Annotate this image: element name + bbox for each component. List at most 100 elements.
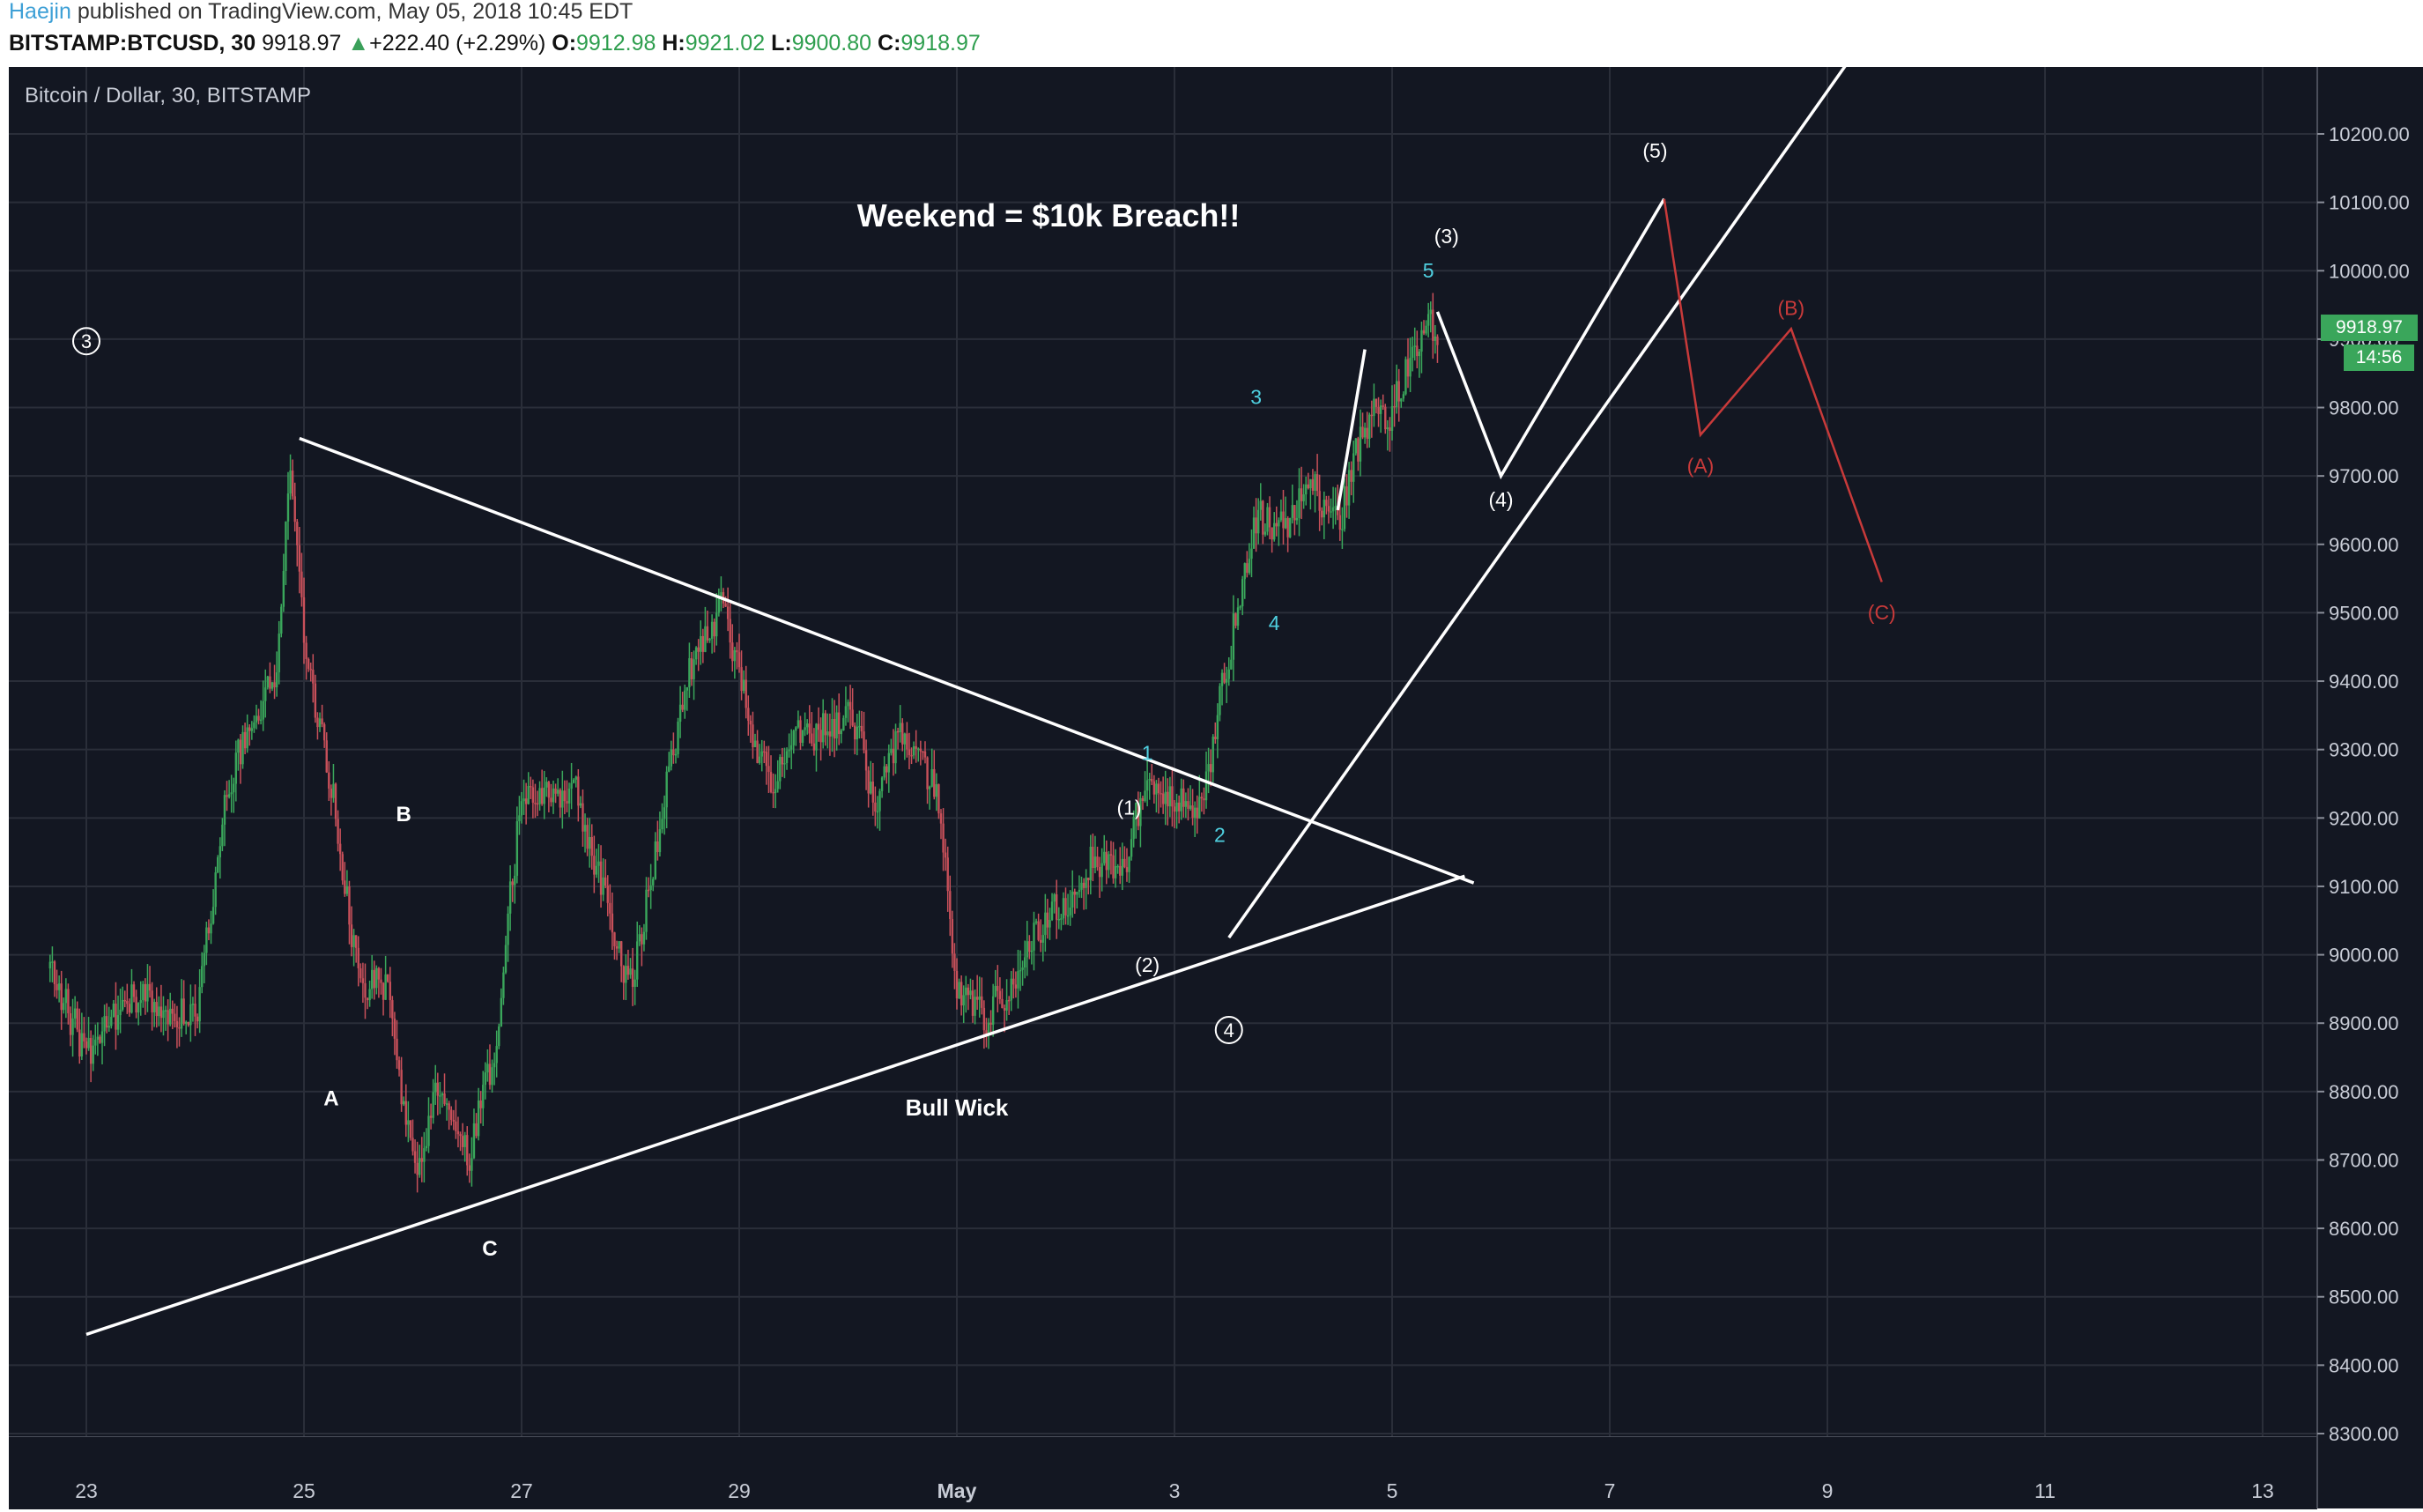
candle-body bbox=[89, 1037, 93, 1064]
candle-body bbox=[942, 823, 945, 853]
y-tick-label: 9500.00 bbox=[2329, 602, 2399, 624]
candle-body bbox=[740, 667, 743, 692]
candle-body bbox=[1141, 797, 1145, 801]
candle-body bbox=[1230, 659, 1233, 670]
author-link[interactable]: Haejin bbox=[9, 0, 71, 24]
candle-body bbox=[1145, 780, 1149, 791]
candle-body bbox=[1100, 863, 1103, 878]
publish-text: published on TradingView.com, May 05, 20… bbox=[70, 0, 634, 24]
candle-body bbox=[1167, 791, 1169, 807]
candle-body bbox=[1425, 325, 1427, 334]
candle-body bbox=[779, 757, 782, 782]
candle-body bbox=[997, 985, 999, 991]
candle-body bbox=[266, 676, 270, 688]
candle-body bbox=[508, 881, 512, 914]
candle-body bbox=[1005, 999, 1008, 1011]
candle-body bbox=[493, 1063, 496, 1068]
candle-body bbox=[1279, 511, 1283, 521]
candle-body bbox=[1278, 520, 1280, 527]
open-label: O: bbox=[552, 31, 577, 56]
candle-body bbox=[495, 1046, 498, 1064]
candle-body bbox=[1314, 474, 1316, 492]
candle-body bbox=[860, 725, 863, 732]
candle-body bbox=[241, 731, 244, 765]
candle-body bbox=[1330, 511, 1332, 513]
candle-body bbox=[1050, 901, 1054, 921]
candle-body bbox=[1191, 805, 1194, 819]
candle-body bbox=[629, 968, 632, 975]
circle-marker bbox=[72, 327, 100, 356]
candle-body bbox=[801, 730, 804, 744]
candle-body bbox=[1041, 935, 1044, 943]
candle-body bbox=[1315, 474, 1319, 492]
candle-body bbox=[815, 723, 818, 751]
candle-body bbox=[191, 1004, 195, 1005]
chart-grid bbox=[9, 67, 2318, 1508]
candle-body bbox=[60, 983, 63, 1011]
candle-body bbox=[1108, 854, 1110, 871]
candle-body bbox=[661, 819, 663, 830]
candle-body bbox=[171, 1008, 174, 1014]
y-tick-label: 9700.00 bbox=[2329, 465, 2399, 487]
candle-body bbox=[1404, 359, 1407, 395]
candle-body bbox=[164, 1010, 167, 1012]
candle-body bbox=[677, 722, 679, 754]
candle-body bbox=[182, 998, 185, 1024]
candle-body bbox=[663, 807, 666, 819]
candle-body bbox=[912, 745, 915, 756]
low-label: L: bbox=[771, 31, 792, 56]
candle-body bbox=[613, 932, 616, 946]
candle-body bbox=[885, 766, 888, 773]
publish-header: Haejin published on TradingView.com, May… bbox=[0, 0, 2423, 67]
candle-body bbox=[967, 987, 970, 996]
candle-body bbox=[322, 724, 326, 741]
candle-body bbox=[201, 966, 204, 988]
candle-body bbox=[874, 802, 877, 812]
symbol-label[interactable]: BITSTAMP:BTCUSD, 30 bbox=[9, 31, 256, 56]
candle-body bbox=[364, 982, 367, 998]
candle-body bbox=[561, 790, 564, 808]
y-tick-label: 9600.00 bbox=[2329, 534, 2399, 556]
y-tick-label: 9300.00 bbox=[2329, 739, 2399, 761]
candle-body bbox=[96, 1036, 100, 1040]
candle-body bbox=[550, 797, 552, 803]
candle-body bbox=[1212, 737, 1214, 773]
candle-body bbox=[717, 597, 721, 613]
candle-body bbox=[693, 659, 695, 679]
candle-body bbox=[1382, 405, 1384, 407]
candle-body bbox=[99, 1036, 101, 1043]
candle-body bbox=[352, 935, 355, 947]
candle-body bbox=[1216, 715, 1219, 739]
candle-body bbox=[597, 861, 600, 866]
candle-body bbox=[1361, 426, 1364, 438]
candle-body bbox=[119, 1009, 122, 1016]
candle-body bbox=[233, 783, 235, 793]
candle-body bbox=[781, 757, 784, 765]
y-tick-label: 8800.00 bbox=[2329, 1081, 2399, 1103]
candle-body bbox=[1144, 790, 1146, 801]
candle-body bbox=[1219, 686, 1221, 715]
candle-body bbox=[1286, 518, 1289, 537]
candle-body bbox=[1225, 678, 1228, 683]
candle-body bbox=[1379, 405, 1382, 414]
candle-body bbox=[1311, 478, 1315, 492]
candle-body bbox=[788, 749, 790, 752]
candle-body bbox=[305, 642, 308, 659]
candle-body bbox=[1343, 485, 1346, 530]
candle-body bbox=[901, 723, 904, 745]
candle-body bbox=[207, 927, 211, 934]
candle-body bbox=[1268, 507, 1271, 528]
price-axis[interactable] bbox=[2317, 67, 2423, 1508]
candle-body bbox=[1239, 606, 1241, 608]
time-axis[interactable] bbox=[9, 1436, 2317, 1509]
candle-body bbox=[377, 967, 381, 980]
candle-body bbox=[382, 982, 385, 1000]
candle-body bbox=[1139, 797, 1142, 826]
candle-body bbox=[463, 1135, 466, 1147]
candle-body bbox=[1173, 806, 1176, 812]
candle-body bbox=[559, 789, 561, 808]
candle-body bbox=[441, 1093, 444, 1096]
wave-label-2: 2 bbox=[1214, 823, 1226, 846]
candle-body bbox=[1271, 527, 1273, 540]
